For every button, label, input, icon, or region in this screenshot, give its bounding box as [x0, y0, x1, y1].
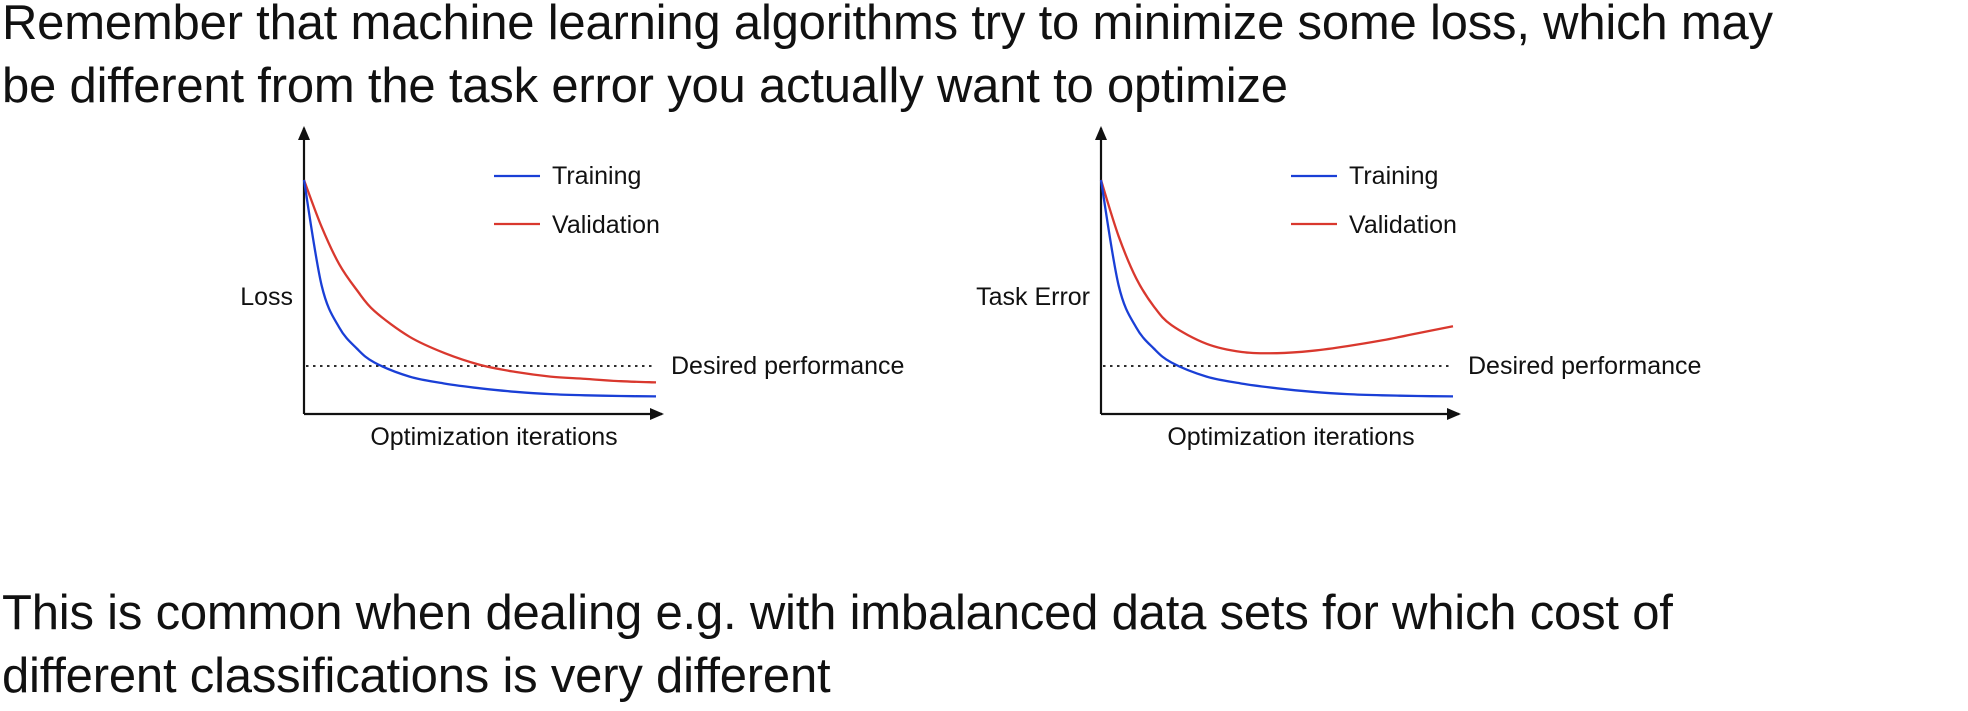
loss-chart-validation-series: [302, 179, 657, 384]
loss-chart-training-series: [302, 179, 657, 398]
task-error-chart-legend-validation: Validation: [1349, 211, 1457, 239]
task-error-chart-target-label: Desired performance: [1468, 352, 1701, 380]
loss-chart-target-label: Desired performance: [671, 352, 904, 380]
loss-chart-legend-validation: Validation: [552, 211, 660, 239]
intro-text: Remember that machine learning algorithm…: [2, 0, 1773, 118]
loss-chart-y-label: Loss: [240, 283, 293, 311]
task-error-chart-legend-training: Training: [1349, 162, 1438, 190]
loss-chart-x-label: Optimization iterations: [370, 423, 617, 451]
loss-chart-legend-training: Training: [552, 162, 641, 190]
intro-line-2: be different from the task error you act…: [2, 59, 1288, 113]
task-error-chart: Training Validation Task Error Desired p…: [976, 126, 1701, 451]
outro-line-1: This is common when dealing e.g. with im…: [2, 586, 1673, 640]
task-error-chart-y-label: Task Error: [976, 283, 1090, 311]
loss-chart: Training Validation Loss Desired perform…: [240, 126, 904, 451]
outro-line-2: different classifications is very differ…: [2, 649, 831, 703]
intro-line-1: Remember that machine learning algorithm…: [2, 0, 1773, 50]
task-error-chart-training-series: [1099, 179, 1454, 398]
task-error-chart-x-label: Optimization iterations: [1167, 423, 1414, 451]
task-error-chart-validation-series: [1099, 179, 1454, 355]
outro-text: This is common when dealing e.g. with im…: [2, 582, 1673, 708]
